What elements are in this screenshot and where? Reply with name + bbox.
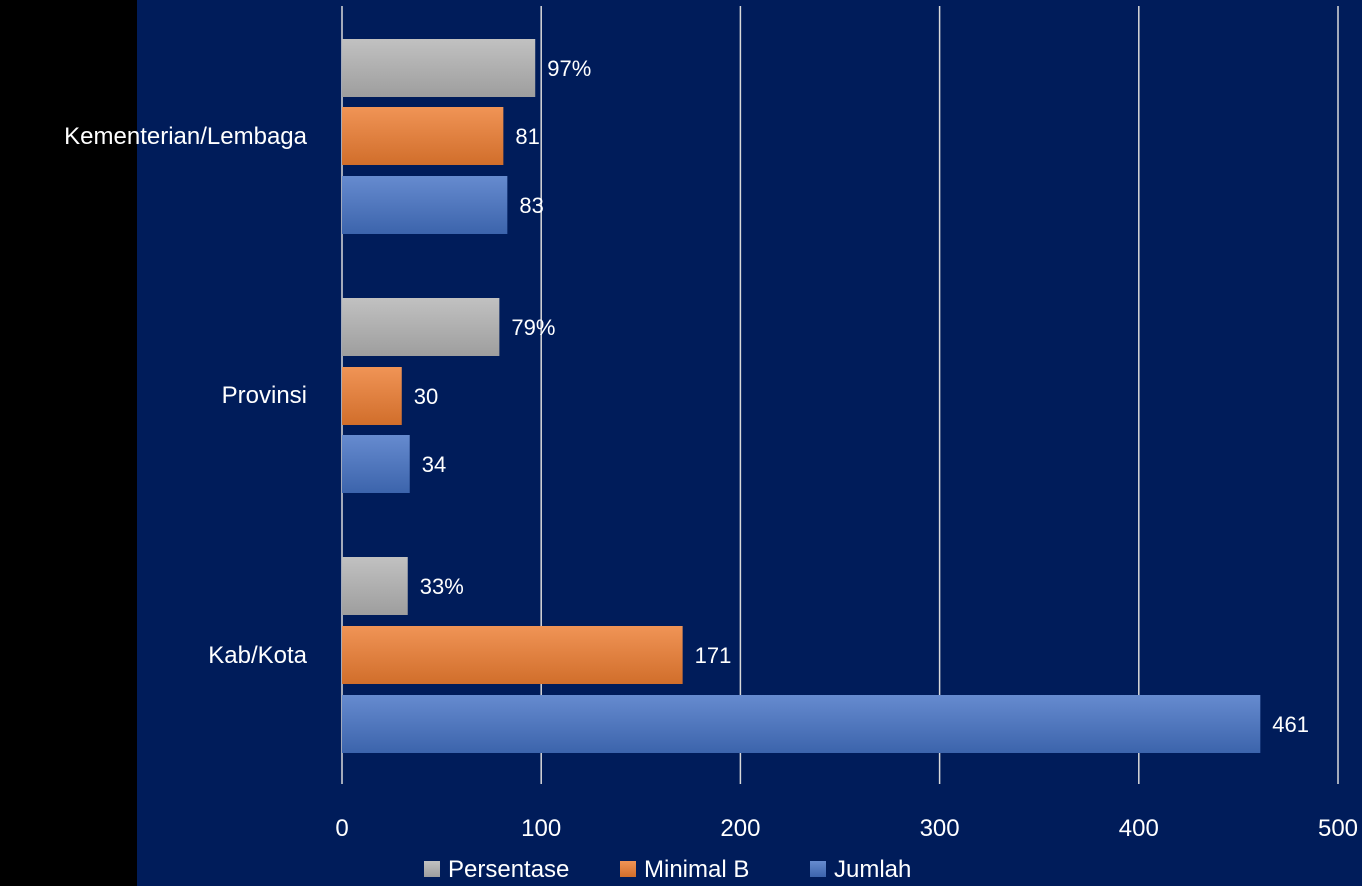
x-tick-label-400: 400 — [1119, 815, 1159, 842]
data-label-minimal-b-provinsi: 30 — [414, 384, 438, 409]
x-tick-label-0: 0 — [335, 815, 348, 842]
bars — [342, 39, 1261, 753]
bar-jumlah-kab-kota — [342, 695, 1261, 753]
legend-swatch-jumlah — [810, 861, 826, 877]
bar-persentase-kab-kota — [342, 557, 408, 615]
data-label-jumlah-kementerian-lembaga: 83 — [519, 193, 543, 218]
legend: Persentase Minimal B Jumlah — [424, 856, 911, 883]
legend-swatch-persentase — [424, 861, 440, 877]
legend-label-minimal-b: Minimal B — [644, 856, 749, 883]
data-label-persentase-provinsi: 79% — [511, 315, 555, 340]
bar-persentase-provinsi — [342, 298, 500, 356]
bar-jumlah-provinsi — [342, 435, 410, 493]
x-tick-label-500: 500 — [1318, 815, 1358, 842]
category-label-provinsi: Provinsi — [222, 382, 307, 409]
category-label-kab-kota: Kab/Kota — [208, 642, 307, 669]
legend-label-jumlah: Jumlah — [834, 856, 911, 883]
x-axis-tick-labels: 0 100 200 300 400 500 — [335, 815, 1358, 842]
bar-minimal-b-provinsi — [342, 367, 402, 425]
bar-jumlah-kementerian-lembaga — [342, 176, 508, 234]
legend-label-persentase: Persentase — [448, 856, 569, 883]
x-tick-label-100: 100 — [521, 815, 561, 842]
x-tick-label-300: 300 — [920, 815, 960, 842]
category-label-kementerian-lembaga: Kementerian/Lembaga — [64, 123, 307, 150]
bar-minimal-b-kab-kota — [342, 626, 683, 684]
data-labels: 97% 81 83 79% 30 34 33% 171 461 — [414, 56, 1309, 737]
bar-persentase-kementerian-lembaga — [342, 39, 536, 97]
data-label-persentase-kab-kota: 33% — [420, 574, 464, 599]
data-label-minimal-b-kab-kota: 171 — [695, 643, 732, 668]
x-tick-label-200: 200 — [720, 815, 760, 842]
data-label-minimal-b-kementerian-lembaga: 81 — [515, 124, 539, 149]
legend-swatch-minimal-b — [620, 861, 636, 877]
bar-minimal-b-kementerian-lembaga — [342, 107, 504, 165]
data-label-persentase-kementerian-lembaga: 97% — [547, 56, 591, 81]
data-label-jumlah-kab-kota: 461 — [1272, 712, 1309, 737]
data-label-jumlah-provinsi: 34 — [422, 452, 446, 477]
category-labels: Kementerian/Lembaga Provinsi Kab/Kota — [64, 123, 307, 669]
